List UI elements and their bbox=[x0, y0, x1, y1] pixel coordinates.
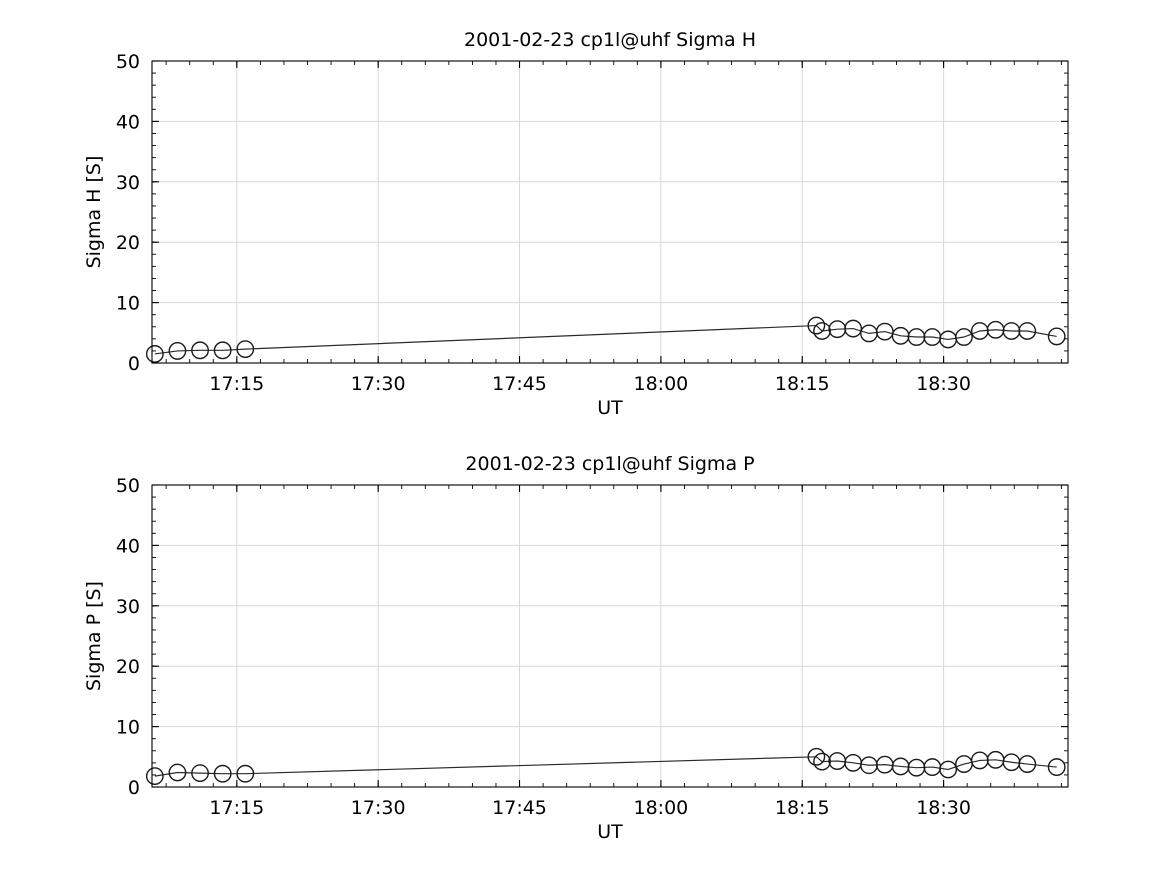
plot-frame-sigma-h bbox=[151, 60, 1069, 364]
y-tick-label: 10 bbox=[116, 293, 140, 315]
data-point-marker bbox=[145, 345, 164, 363]
series-group-sigma-p bbox=[145, 747, 1066, 786]
grid-group-sigma-h bbox=[152, 61, 1068, 363]
y-tick-label: 50 bbox=[116, 51, 140, 73]
y-tick-label: 30 bbox=[116, 596, 140, 618]
data-point-marker bbox=[1047, 758, 1066, 776]
data-point-marker bbox=[844, 319, 863, 338]
data-point-marker bbox=[168, 763, 187, 782]
tick-group-sigma-p bbox=[152, 484, 1068, 788]
tick-label-group-sigma-h: 17:15 17:30 17:45 18:00 18:15 18:30 0 10 20 30 40 5… bbox=[116, 51, 971, 395]
series-line-sigma-p bbox=[154, 756, 1057, 777]
x-axis-label-sigma-h: UT bbox=[597, 397, 623, 419]
data-point-marker bbox=[168, 342, 187, 360]
x-tick-label: 18:30 bbox=[916, 373, 971, 395]
y-tick-label: 0 bbox=[128, 353, 140, 375]
y-tick-label: 20 bbox=[116, 656, 140, 678]
y-axis-label-sigma-h: Sigma H [S] bbox=[83, 156, 105, 269]
data-point-marker bbox=[191, 341, 209, 360]
x-axis-label-sigma-p: UT bbox=[597, 821, 623, 843]
data-point-marker bbox=[807, 316, 826, 335]
data-point-marker bbox=[1018, 755, 1037, 773]
y-tick-label: 40 bbox=[116, 111, 140, 133]
tick-label-group-sigma-p: 17:15 17:30 17:45 18:00 18:15 18:30 0 10 20 30 40 5… bbox=[116, 475, 971, 819]
data-point-marker bbox=[213, 764, 232, 783]
y-tick-label: 10 bbox=[116, 717, 140, 739]
x-tick-label: 18:00 bbox=[634, 373, 689, 395]
chart-svg-sigma-h: 17:15 17:30 17:45 18:00 18:15 18:30 0 10 20 30 40 5… bbox=[83, 29, 1069, 419]
data-point-marker bbox=[1047, 327, 1066, 346]
x-tick-label: 18:15 bbox=[775, 797, 830, 819]
chart-panel-sigma-p: 17:15 17:30 17:45 18:00 18:15 18:30 0 10 20 30 40 5… bbox=[0, 437, 1167, 875]
chart-title-sigma-p: 2001-02-23 cp1l@uhf Sigma P bbox=[465, 453, 754, 475]
y-tick-label: 40 bbox=[116, 535, 140, 557]
y-tick-label: 30 bbox=[116, 172, 140, 194]
data-point-marker bbox=[807, 747, 826, 766]
x-tick-label: 17:15 bbox=[209, 373, 264, 395]
plot-frame-sigma-p bbox=[151, 484, 1069, 788]
data-point-marker bbox=[191, 764, 209, 783]
x-tick-label: 17:15 bbox=[209, 797, 264, 819]
x-tick-label: 17:30 bbox=[351, 373, 406, 395]
data-point-marker bbox=[955, 328, 973, 346]
grid-group-sigma-p bbox=[152, 485, 1068, 787]
data-point-marker bbox=[1018, 322, 1037, 340]
y-tick-label: 0 bbox=[128, 777, 140, 799]
data-point-marker bbox=[813, 322, 831, 340]
data-point-marker bbox=[145, 767, 164, 786]
data-point-marker bbox=[939, 760, 958, 779]
chart-panel-sigma-h: 17:15 17:30 17:45 18:00 18:15 18:30 0 10 20 30 40 5… bbox=[0, 0, 1167, 437]
chart-title-sigma-h: 2001-02-23 cp1l@uhf Sigma H bbox=[464, 29, 756, 51]
y-tick-label: 20 bbox=[116, 232, 140, 254]
chart-svg-sigma-p: 17:15 17:30 17:45 18:00 18:15 18:30 0 10 20 30 40 5… bbox=[83, 453, 1069, 843]
data-point-marker bbox=[236, 340, 255, 359]
x-tick-label: 17:45 bbox=[492, 797, 547, 819]
y-axis-label-sigma-p: Sigma P [S] bbox=[83, 581, 105, 691]
x-tick-label: 18:30 bbox=[916, 797, 971, 819]
x-tick-label: 17:30 bbox=[351, 797, 406, 819]
series-group-sigma-h bbox=[145, 316, 1066, 363]
y-tick-label: 50 bbox=[116, 475, 140, 497]
tick-group-sigma-h bbox=[152, 60, 1068, 364]
x-tick-label: 18:15 bbox=[775, 373, 830, 395]
data-point-marker bbox=[813, 752, 831, 771]
data-point-marker bbox=[213, 341, 232, 360]
data-point-marker bbox=[236, 764, 255, 783]
x-tick-label: 17:45 bbox=[492, 373, 547, 395]
x-tick-label: 18:00 bbox=[634, 797, 689, 819]
